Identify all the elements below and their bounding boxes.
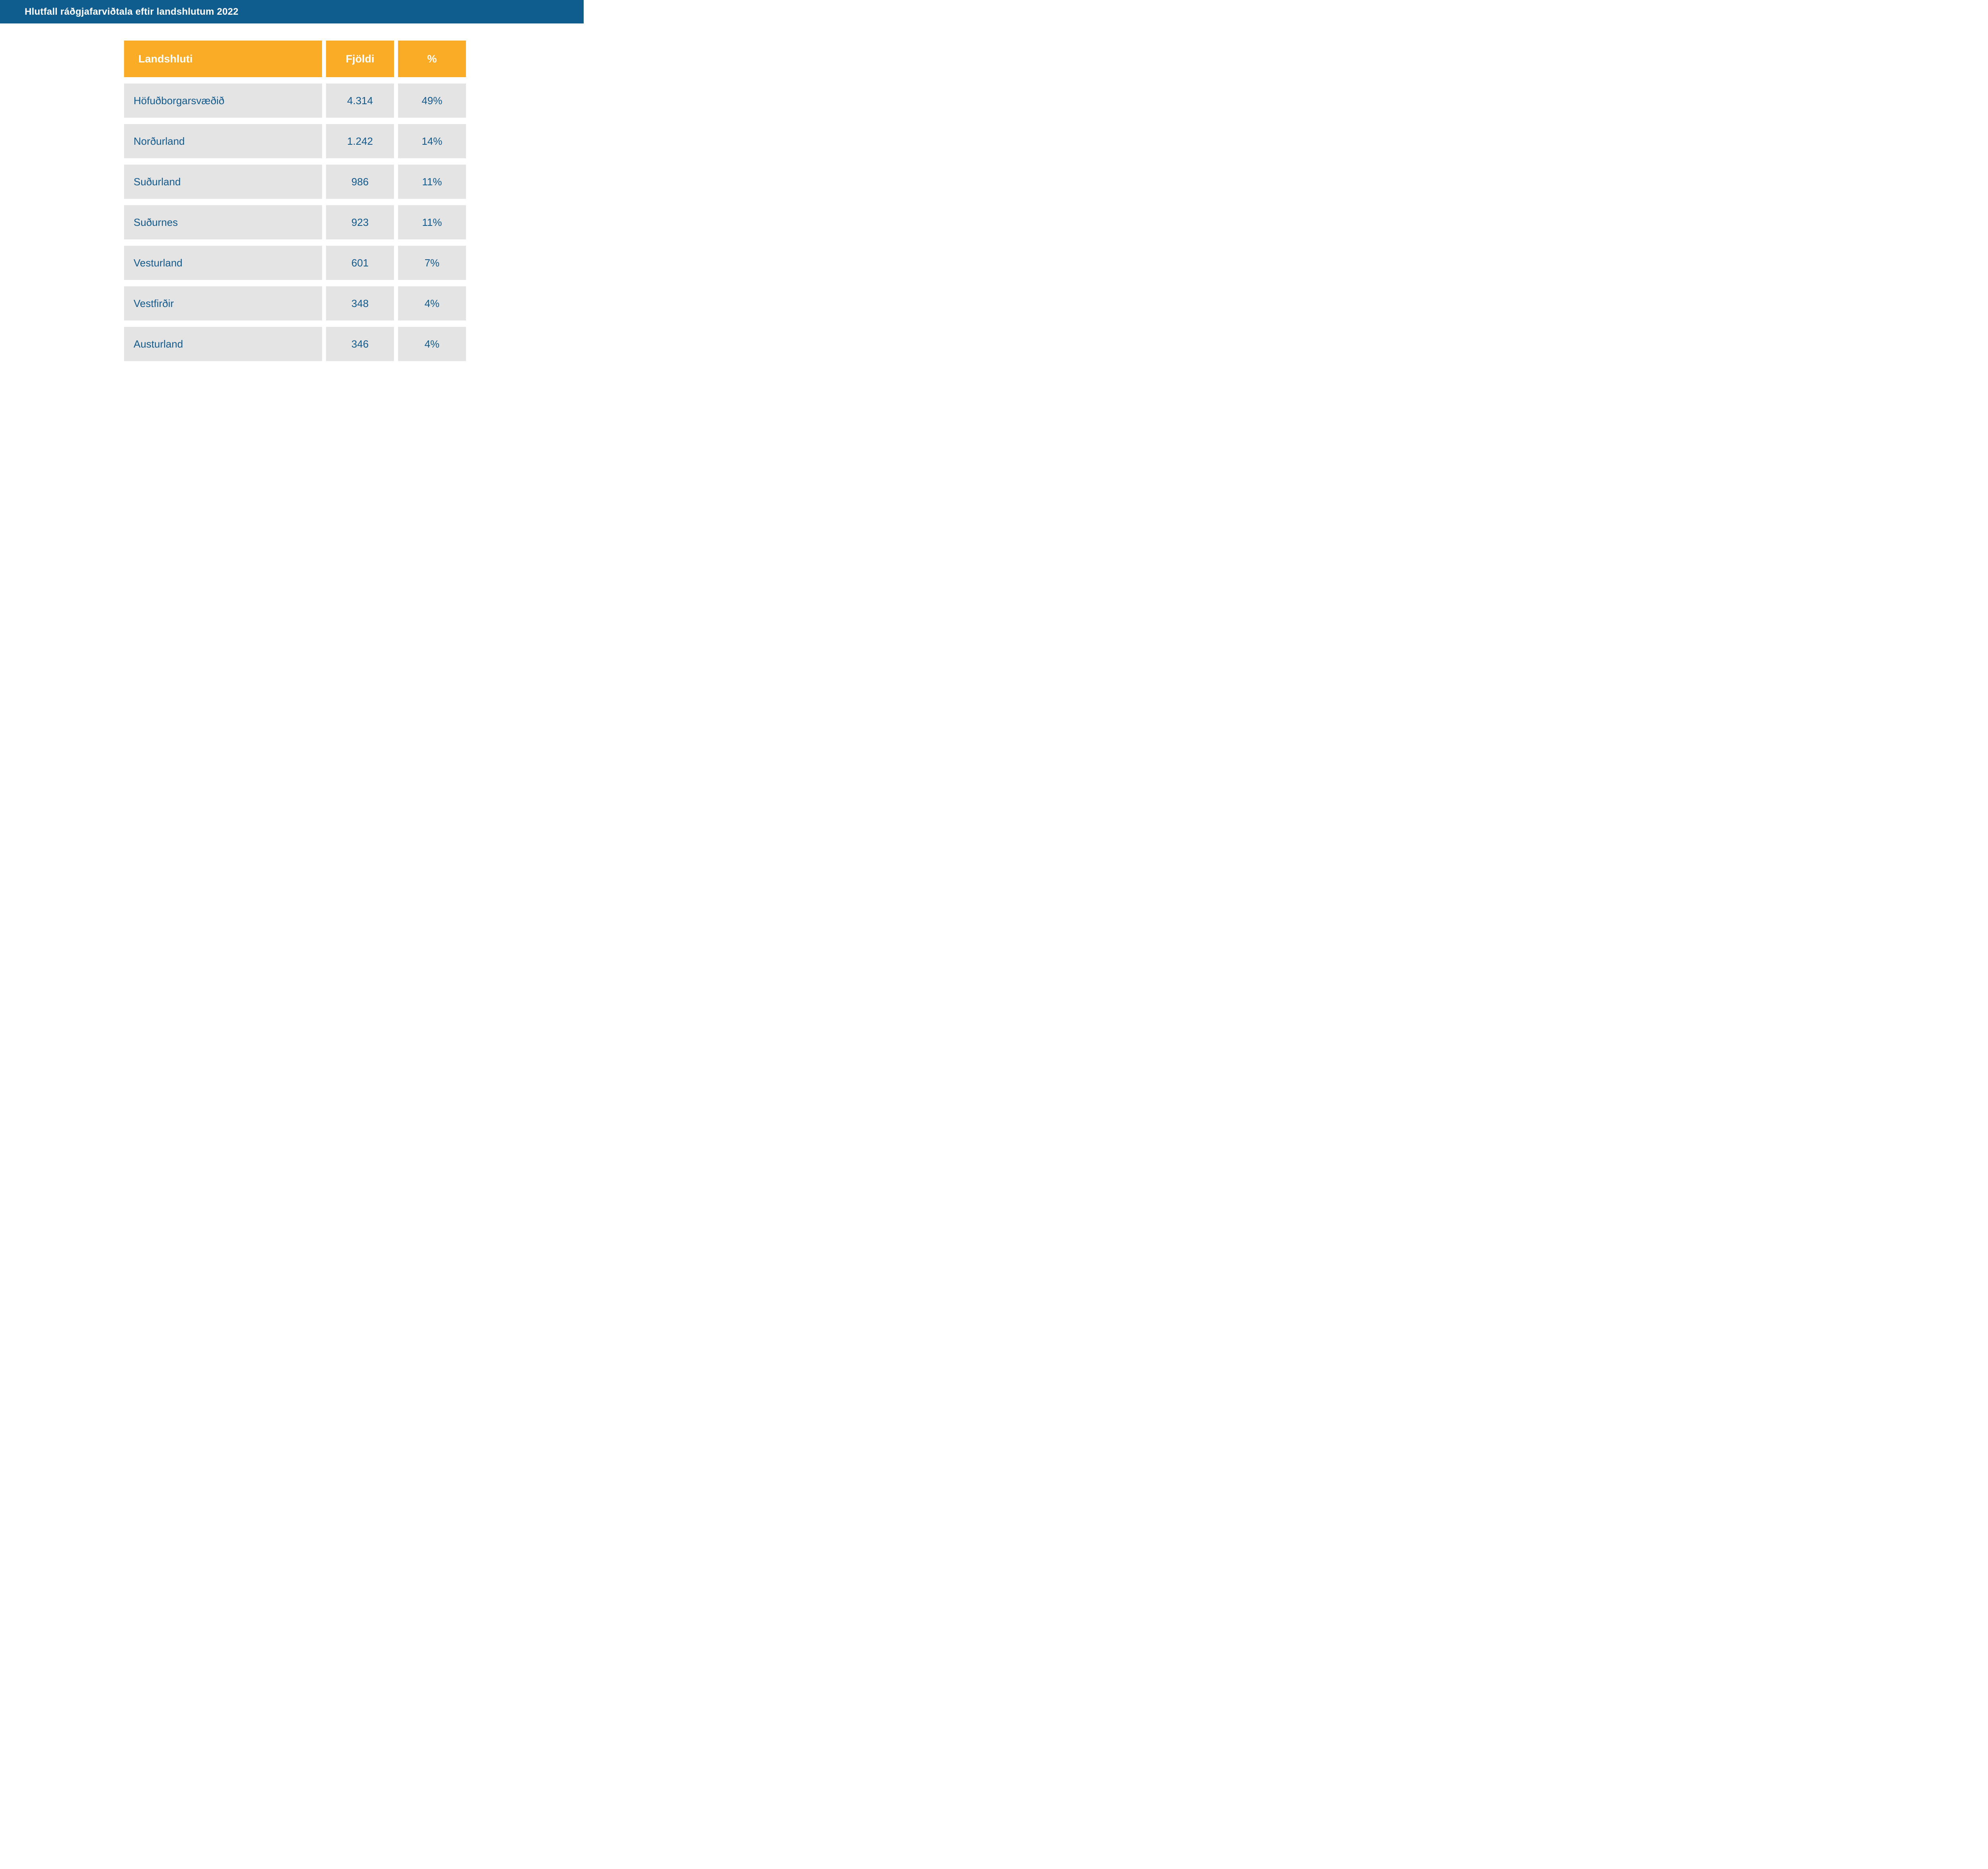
cell-region: Suðurnes (124, 205, 322, 239)
column-header-landshluti: Landshluti (124, 41, 322, 77)
title-bar: Hlutfall ráðgjafarviðtala eftir landshlu… (0, 0, 584, 23)
regions-table: Landshluti Fjöldi % Höfuðborgarsvæðið 4.… (124, 41, 466, 361)
column-header-fjoldi: Fjöldi (326, 41, 394, 77)
cell-count: 346 (326, 327, 394, 361)
cell-count: 601 (326, 246, 394, 280)
page-title: Hlutfall ráðgjafarviðtala eftir landshlu… (25, 6, 239, 17)
cell-region: Höfuðborgarsvæðið (124, 84, 322, 118)
cell-percent: 14% (398, 124, 466, 158)
cell-region: Norðurland (124, 124, 322, 158)
cell-region: Austurland (124, 327, 322, 361)
cell-percent: 11% (398, 205, 466, 239)
cell-count: 923 (326, 205, 394, 239)
cell-percent: 4% (398, 327, 466, 361)
cell-percent: 4% (398, 286, 466, 321)
column-header-percent: % (398, 41, 466, 77)
cell-count: 986 (326, 165, 394, 199)
cell-percent: 7% (398, 246, 466, 280)
cell-count: 4.314 (326, 84, 394, 118)
cell-count: 1.242 (326, 124, 394, 158)
cell-count: 348 (326, 286, 394, 321)
cell-region: Vesturland (124, 246, 322, 280)
cell-percent: 11% (398, 165, 466, 199)
cell-percent: 49% (398, 84, 466, 118)
cell-region: Vestfirðir (124, 286, 322, 321)
cell-region: Suðurland (124, 165, 322, 199)
